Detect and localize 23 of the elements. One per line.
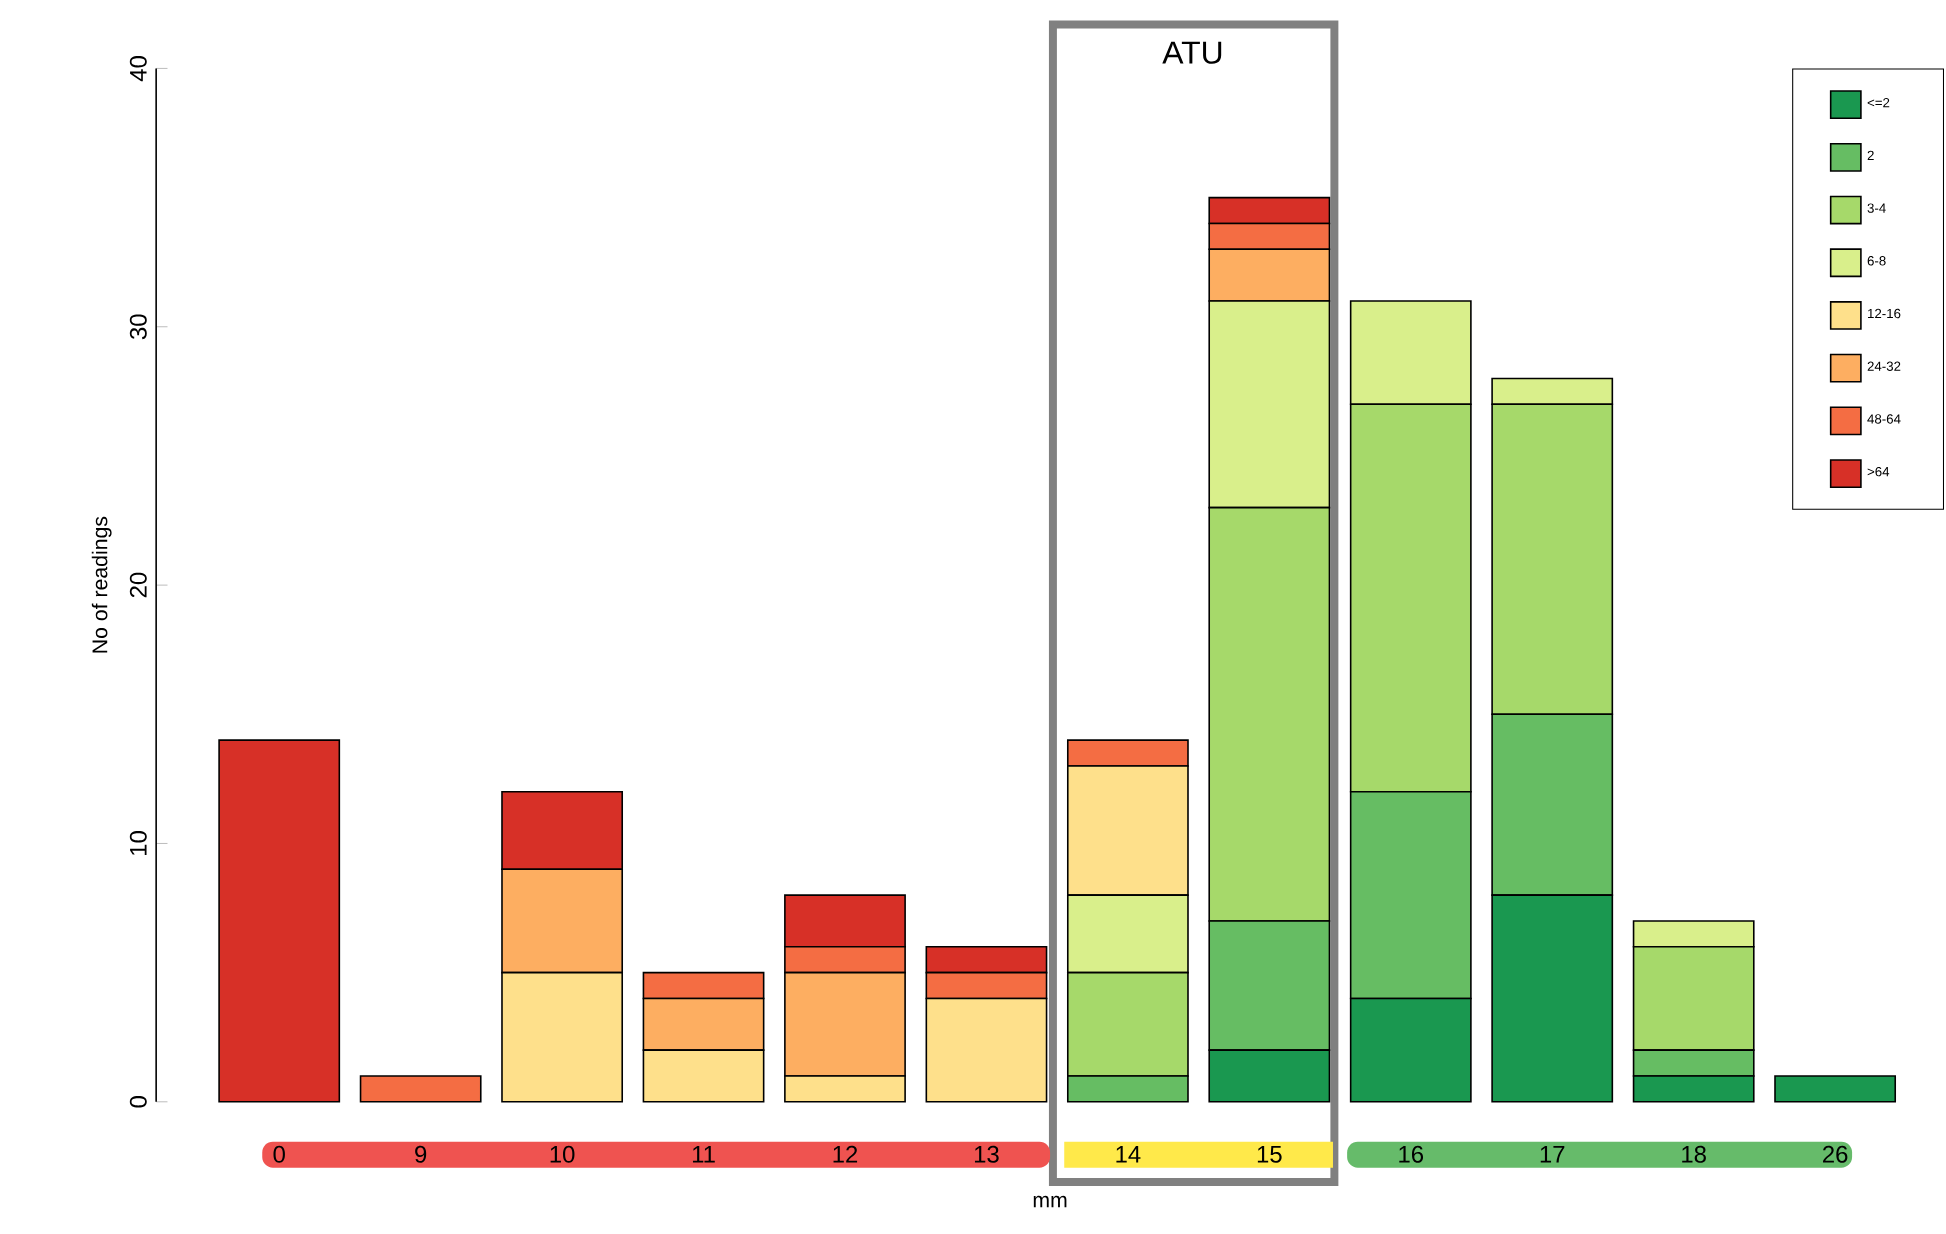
bar	[1774, 1075, 1897, 1103]
y-axis-title: No of readings	[91, 517, 112, 653]
x-tick-label: 14	[1116, 1146, 1141, 1163]
x-tick-label: 16	[1399, 1146, 1424, 1164]
x-axis-title: mm	[1033, 1196, 1067, 1208]
x-tick-label: 17	[1540, 1146, 1565, 1163]
x-tick-label: 10	[550, 1146, 575, 1164]
x-tick-label: 18	[1682, 1146, 1706, 1164]
y-tick-label: 30	[129, 314, 147, 340]
x-tick-label: 9	[415, 1146, 427, 1164]
x-tick-label: 13	[974, 1146, 999, 1164]
bar	[359, 1075, 482, 1103]
y-tick-label: 40	[129, 56, 147, 82]
y-tick-label: 20	[129, 573, 147, 598]
x-tick-label: 15	[1257, 1146, 1282, 1164]
x-tick-label: 0	[273, 1146, 285, 1164]
x-tick-label: 11	[692, 1146, 715, 1163]
x-tick-label: 12	[833, 1146, 858, 1163]
text: ATU	[1162, 42, 1222, 65]
bar	[218, 739, 341, 1103]
y-tick-label: 0	[129, 1096, 147, 1108]
y-tick-label: 10	[129, 831, 147, 856]
x-tick-label: 26	[1823, 1146, 1848, 1164]
